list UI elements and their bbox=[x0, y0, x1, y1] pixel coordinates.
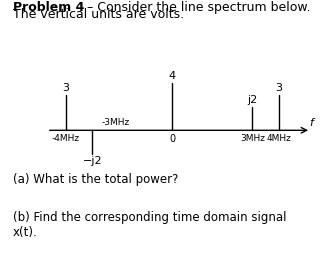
Text: 3: 3 bbox=[62, 83, 69, 93]
Text: j2: j2 bbox=[247, 95, 258, 105]
Text: 3: 3 bbox=[275, 83, 283, 93]
Text: – Consider the line spectrum below.: – Consider the line spectrum below. bbox=[83, 1, 310, 14]
Text: Problem 4: Problem 4 bbox=[13, 1, 84, 14]
Text: 4: 4 bbox=[169, 71, 176, 81]
Text: The vertical units are volts.: The vertical units are volts. bbox=[13, 8, 184, 21]
Text: 4MHz: 4MHz bbox=[267, 134, 292, 143]
Text: 0: 0 bbox=[169, 134, 175, 144]
Text: -4MHz: -4MHz bbox=[52, 134, 80, 143]
Text: (b) Find the corresponding time domain signal
x(t).: (b) Find the corresponding time domain s… bbox=[13, 211, 286, 239]
Text: 3MHz: 3MHz bbox=[240, 134, 265, 143]
Text: -3MHz: -3MHz bbox=[102, 118, 130, 127]
Text: (a) What is the total power?: (a) What is the total power? bbox=[13, 173, 178, 186]
Text: −j2: −j2 bbox=[82, 156, 102, 166]
Text: f: f bbox=[310, 118, 314, 128]
